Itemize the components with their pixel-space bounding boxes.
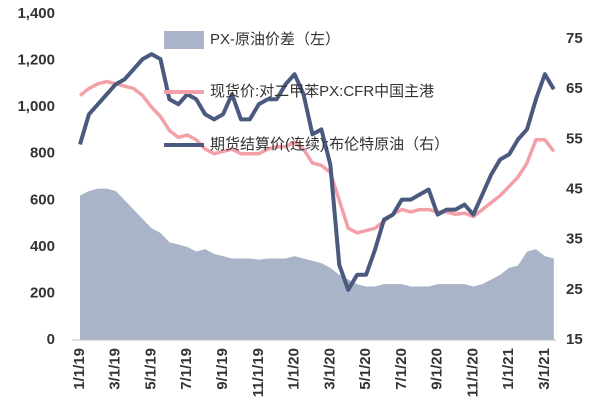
x-tick-label: 9/1/20 <box>429 348 446 390</box>
x-tick-label: 11/1/19 <box>250 348 267 397</box>
y-tick-label: 1,000 <box>17 98 55 115</box>
y-tick-label: 1,400 <box>17 5 55 22</box>
y2-tick-label: 55 <box>566 130 583 147</box>
x-tick-label: 5/1/20 <box>357 348 374 390</box>
legend-label: 现货价:对二甲苯PX:CFR中国主港 <box>210 83 434 100</box>
x-tick-label: 7/1/19 <box>178 348 195 390</box>
x-tick-label: 3/1/21 <box>536 348 553 390</box>
y-tick-label: 600 <box>30 191 55 208</box>
y2-tick-label: 45 <box>566 181 583 198</box>
x-tick-label: 3/1/19 <box>107 348 124 390</box>
legend-label: PX-原油价差（左） <box>210 31 340 48</box>
x-tick-label: 1/1/19 <box>71 348 88 390</box>
x-tick-label: 5/1/19 <box>142 348 159 390</box>
y-tick-label: 0 <box>47 331 55 348</box>
line <box>78 79 556 235</box>
x-tick-label: 1/1/21 <box>500 348 517 390</box>
x-tick-label: 1/1/20 <box>286 348 303 390</box>
x-tick-label: 7/1/20 <box>393 348 410 390</box>
y2-tick-label: 65 <box>566 80 583 97</box>
y-tick-label: 400 <box>30 238 55 255</box>
y-tick-label: 800 <box>30 145 55 162</box>
y2-tick-label: 25 <box>566 281 583 298</box>
x-tick-label: 11/1/20 <box>464 348 481 397</box>
legend-swatch <box>164 31 204 49</box>
line <box>78 52 556 292</box>
area <box>80 188 554 340</box>
y-tick-label: 1,200 <box>17 52 55 69</box>
legend-label: 期货结算价(连续):布伦特原油（右） <box>210 135 449 153</box>
y2-tick-label: 15 <box>566 331 583 348</box>
y2-tick-label: 35 <box>566 231 583 248</box>
x-tick-label: 3/1/20 <box>321 348 338 390</box>
x-tick-label: 9/1/19 <box>214 348 231 390</box>
y2-tick-label: 75 <box>566 30 583 47</box>
y-tick-label: 200 <box>30 284 55 301</box>
